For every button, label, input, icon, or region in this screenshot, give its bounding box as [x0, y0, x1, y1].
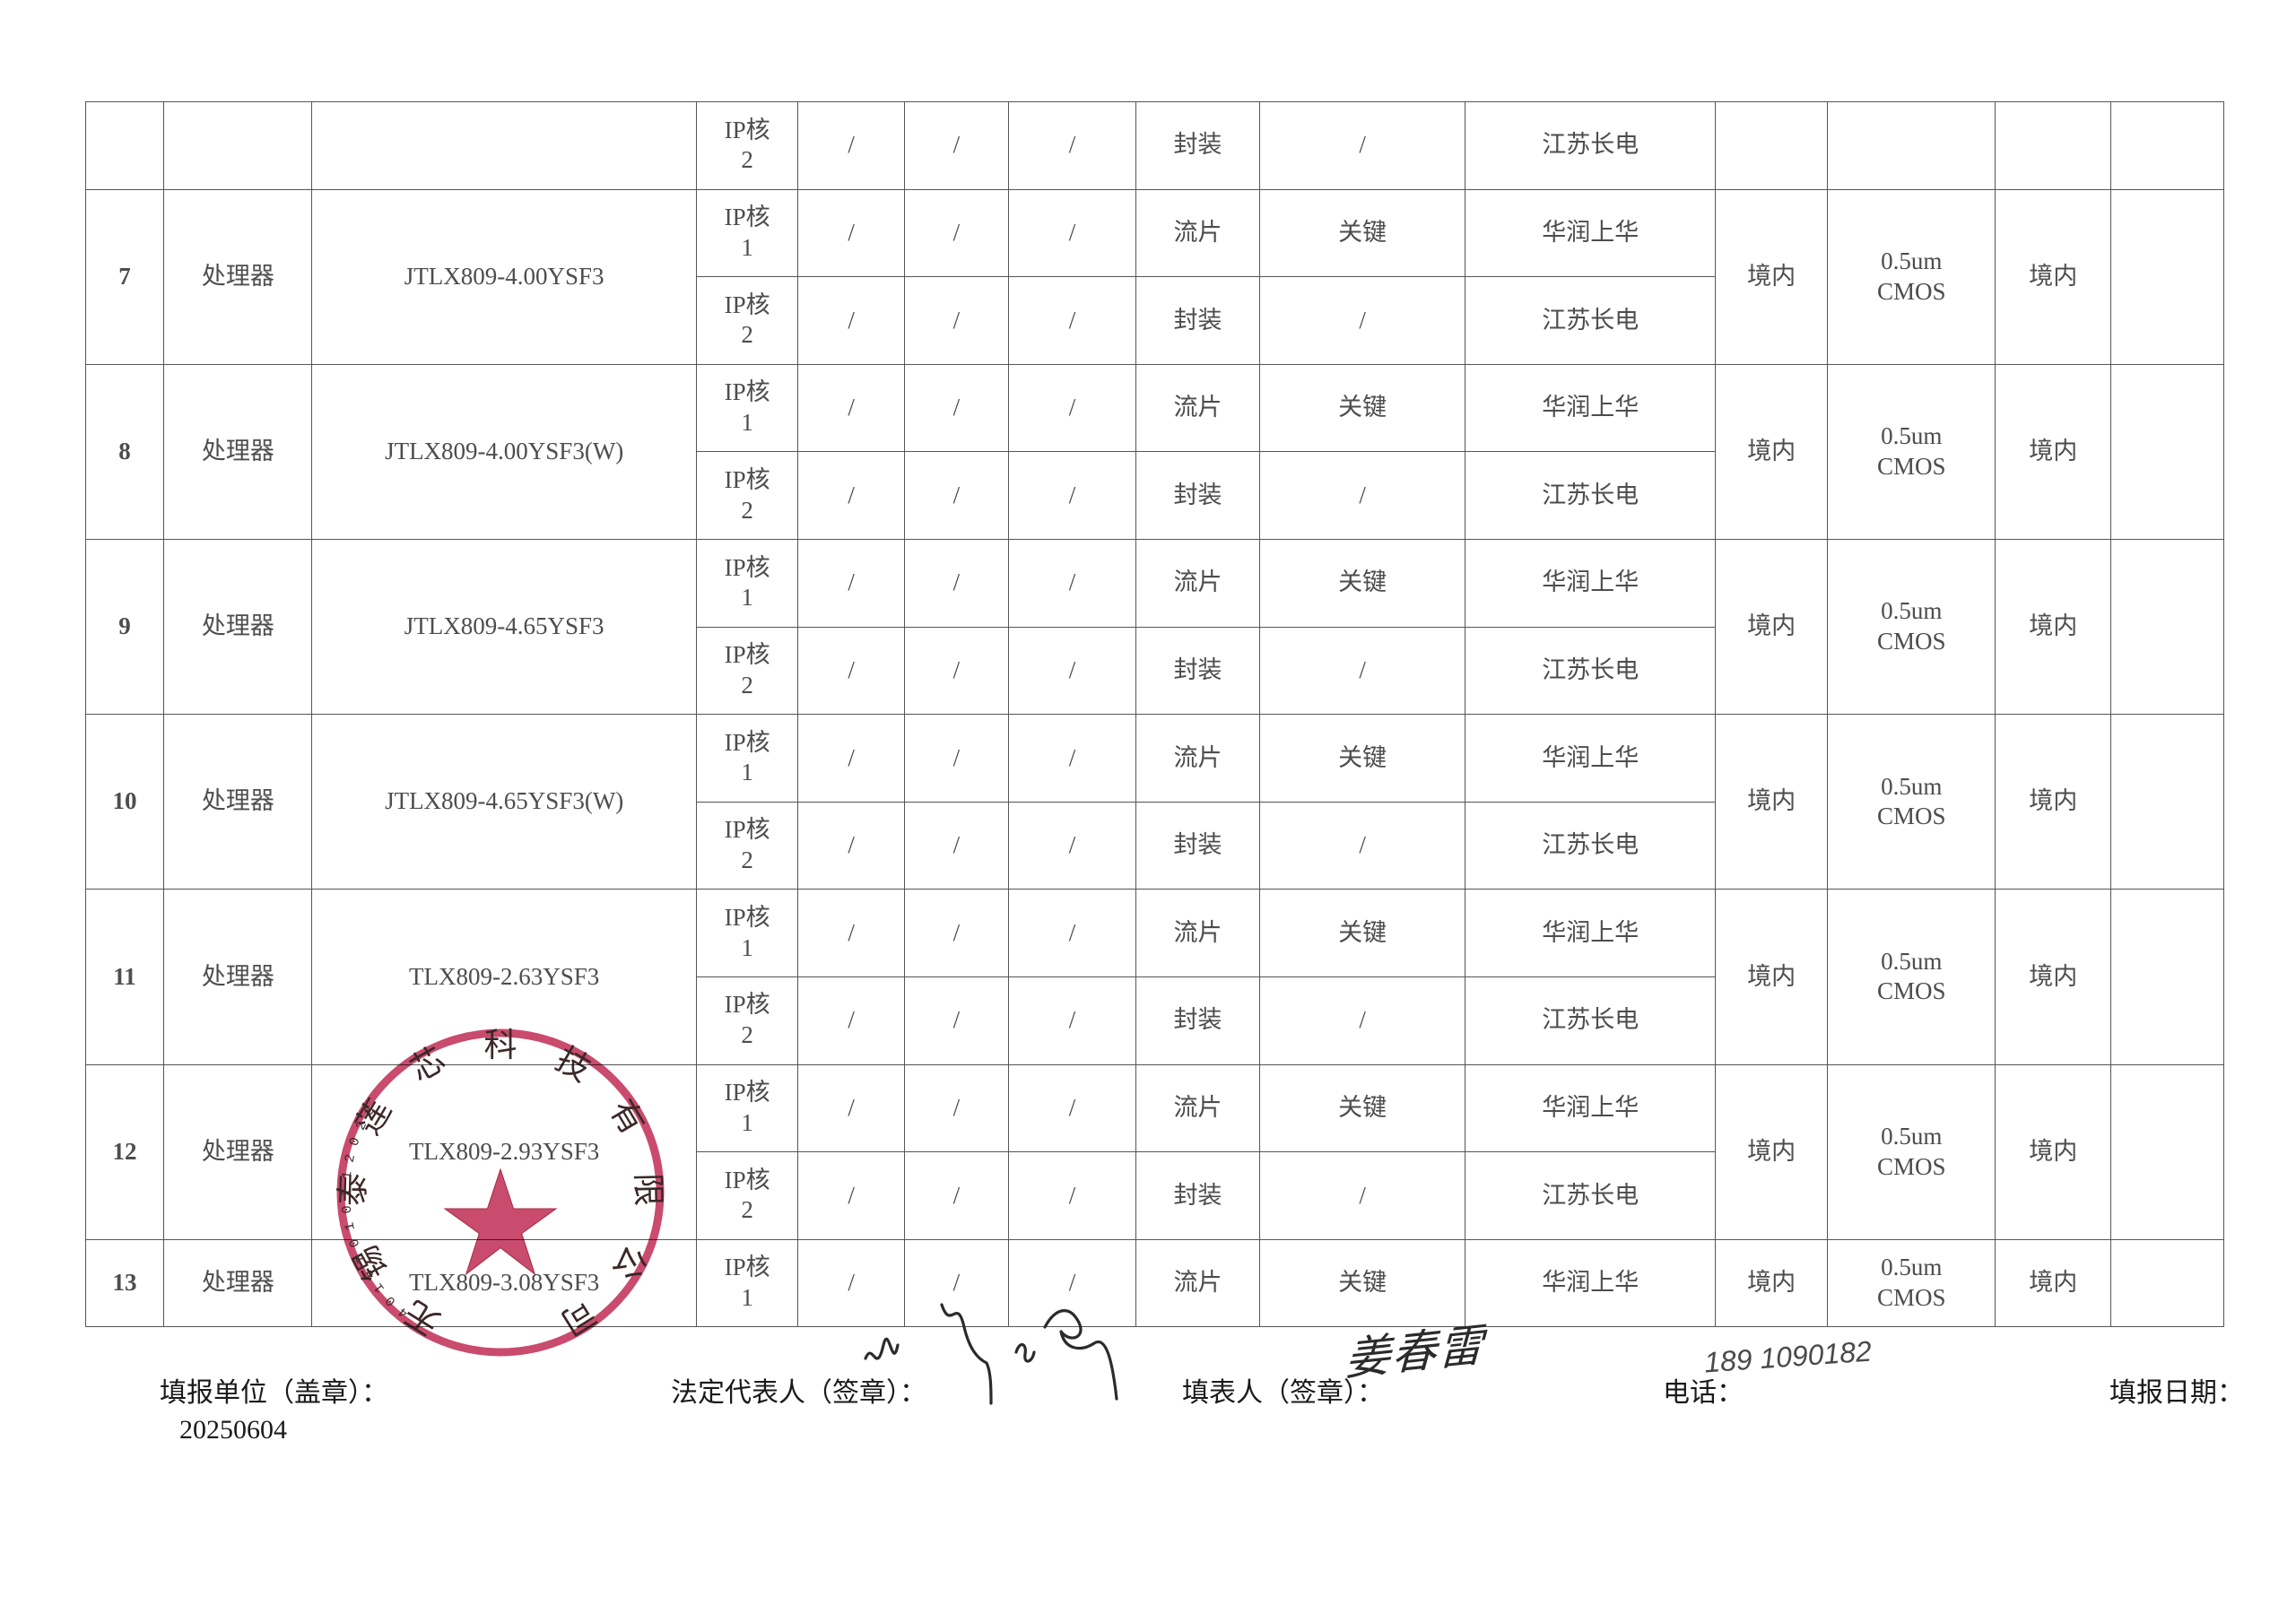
svg-text:1: 1: [340, 1170, 356, 1180]
svg-text:科: 科: [484, 1027, 517, 1063]
svg-text:有: 有: [603, 1093, 651, 1141]
svg-text:司: 司: [555, 1293, 603, 1341]
svg-text:0: 0: [340, 1204, 356, 1214]
svg-text:限: 限: [630, 1173, 667, 1207]
svg-text:无: 无: [398, 1293, 446, 1341]
svg-text:1: 1: [339, 1188, 354, 1196]
svg-text:1: 1: [371, 1280, 388, 1296]
